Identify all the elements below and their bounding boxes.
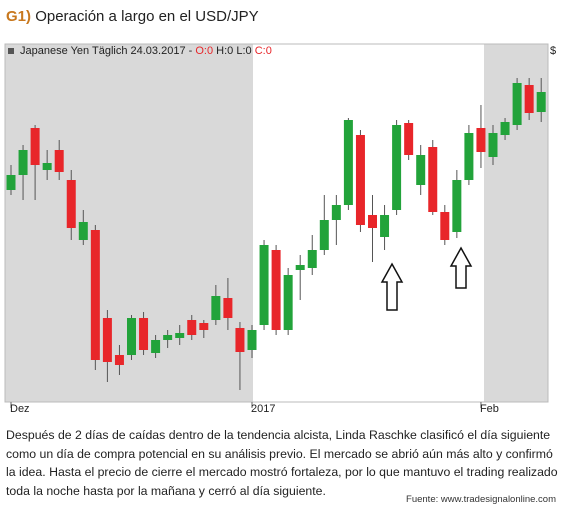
legend-close: C:0 — [255, 45, 272, 57]
candle-body — [127, 318, 136, 355]
title-text: Operación a largo en el USD/JPY — [35, 8, 259, 25]
candle-body — [512, 83, 522, 125]
candle-body — [355, 135, 365, 225]
legend-open: O:0 — [195, 45, 213, 57]
candle-body — [452, 180, 462, 232]
candle-body — [524, 85, 534, 113]
candle-body — [283, 275, 293, 330]
candle-body — [6, 175, 16, 190]
candle-body — [235, 328, 245, 352]
legend-date: 24.03.2017 - — [131, 45, 193, 57]
candle-body — [440, 212, 450, 240]
candle-body — [42, 163, 52, 170]
candle-body — [428, 147, 438, 212]
candle-body — [175, 333, 185, 338]
candle-body — [404, 123, 414, 155]
candle-body — [30, 128, 40, 165]
candle-body — [139, 318, 149, 350]
candle-body — [464, 133, 474, 180]
candle-body — [319, 220, 329, 250]
title-number: G1) — [6, 8, 32, 25]
candle-body — [368, 215, 377, 228]
title: G1) Operación a largo en el USD/JPY — [6, 8, 259, 25]
legend: Japanese Yen Täglich 24.03.2017 - O:0 H:… — [20, 45, 272, 57]
x-tick-label: Feb — [480, 403, 499, 415]
legend-high-low: H:0 L:0 — [216, 45, 251, 57]
x-tick-label: 2017 — [251, 403, 275, 415]
candle-body — [536, 92, 546, 112]
candle-body — [259, 245, 269, 325]
candle-body — [223, 298, 233, 318]
legend-marker — [8, 48, 14, 54]
candle-body — [488, 133, 498, 157]
chart: Japanese Yen Täglich 24.03.2017 - O:0 H:… — [4, 43, 556, 415]
plot-frame — [4, 43, 549, 403]
candle-body — [163, 335, 173, 340]
candle-body — [199, 323, 209, 330]
candle-body — [343, 120, 353, 205]
candle-body — [416, 155, 426, 185]
candle-body — [476, 128, 486, 152]
candle-body — [500, 122, 510, 135]
legend-name: Japanese Yen Täglich — [20, 45, 127, 57]
source: Fuente: www.tradesignalonline.com — [406, 494, 556, 505]
arrow-up — [380, 262, 404, 311]
caption: Después de 2 días de caídas dentro de la… — [6, 428, 558, 498]
candle-body — [331, 205, 341, 220]
candle-body — [307, 250, 317, 268]
candle-body — [102, 318, 112, 362]
candle-body — [295, 265, 305, 270]
arrow-up — [449, 246, 473, 289]
candle-body — [187, 320, 197, 335]
candle-body — [114, 355, 124, 365]
candle-body — [90, 230, 100, 360]
candle-body — [18, 150, 28, 175]
candle-body — [392, 125, 402, 210]
candle-body — [151, 340, 161, 353]
candle-body — [211, 296, 221, 320]
currency-label: $ — [550, 45, 556, 57]
candle-body — [66, 180, 76, 228]
arrow — [380, 246, 473, 311]
candle-body — [247, 330, 257, 350]
candle-body — [78, 222, 88, 240]
x-tick-label: Dez — [10, 403, 30, 415]
candle-body — [54, 150, 64, 172]
candle-body — [380, 215, 390, 237]
candle-body — [271, 250, 281, 330]
